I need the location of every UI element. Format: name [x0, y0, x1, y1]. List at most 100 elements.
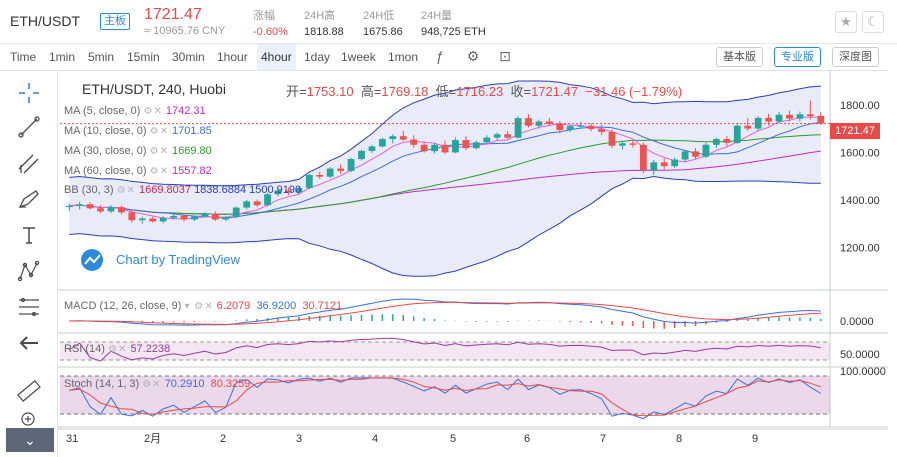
candle	[305, 173, 313, 190]
last-price-tag: 1721.47	[830, 123, 880, 139]
tf-1hour[interactable]: 1hour	[217, 50, 248, 64]
candle	[65, 203, 73, 212]
legend-bb[interactable]: BB (30, 3) ⚙✕ 1669.8037 1838.6884 1500.9…	[64, 183, 301, 198]
zoom-in-icon[interactable]	[14, 409, 44, 437]
candle-body	[128, 212, 136, 221]
candle-body	[817, 115, 825, 124]
trend-line-icon[interactable]	[14, 113, 44, 141]
legend-settings-icon[interactable]: ⚙✕	[149, 146, 169, 157]
candle-body	[149, 218, 157, 222]
candle-body	[191, 216, 198, 220]
macd-signal-line	[69, 301, 821, 325]
legend-settings-icon[interactable]: ⚙✕	[149, 166, 169, 177]
depth-chart-button[interactable]: 深度图	[832, 47, 879, 67]
candle	[556, 120, 564, 134]
candle	[744, 117, 752, 131]
tradingview-badge[interactable]: Chart by TradingView	[72, 246, 254, 274]
candle-body	[577, 125, 585, 127]
ma30-line	[69, 134, 821, 215]
candle-body	[410, 139, 418, 145]
time-tick-label: 4	[372, 433, 378, 445]
crosshair-icon[interactable]	[14, 79, 44, 107]
settings-icon[interactable]: ⚙	[466, 48, 480, 64]
legend-value: 36.9200	[256, 300, 297, 312]
legend-value: 1742.31	[165, 105, 206, 117]
tf-30min[interactable]: 30min	[172, 50, 205, 64]
candle-body	[420, 144, 428, 152]
candle-body	[462, 140, 470, 149]
tf-5min[interactable]: 5min	[88, 50, 115, 64]
candle-body	[285, 190, 292, 193]
close-label: 收=	[510, 84, 532, 99]
indicator-icon[interactable]: ƒ	[436, 48, 444, 64]
candle-body	[545, 121, 553, 124]
tf-time[interactable]: Time	[10, 50, 37, 64]
legend-settings-icon[interactable]: ⚙✕	[149, 126, 169, 137]
candle	[128, 209, 136, 223]
candle	[441, 140, 449, 155]
chart-toolbar: Time 1min 5min 15min 30min 1hour 4hour 1…	[0, 44, 887, 71]
candle	[295, 186, 303, 194]
legend-name: BB (30, 3)	[64, 184, 114, 196]
legend-settings-icon[interactable]: ⚙✕	[142, 379, 162, 390]
legend-value: 1500.9190	[249, 184, 302, 196]
candle-body	[535, 121, 543, 126]
ruler-icon[interactable]	[14, 377, 44, 405]
pattern-icon[interactable]	[14, 257, 44, 285]
tf-1day[interactable]: 1day	[304, 50, 331, 64]
legend-settings-icon[interactable]: ⚙✕	[116, 185, 136, 196]
tf-1week[interactable]: 1week	[341, 50, 376, 64]
candle-body	[629, 143, 637, 145]
legend-ma60[interactable]: MA (60, close, 0) ⚙✕ 1557.82	[64, 164, 212, 179]
board-badge[interactable]: 主板	[100, 13, 130, 30]
legend-settings-icon[interactable]: ⚙✕	[108, 344, 128, 355]
basic-version-button[interactable]: 基本版	[716, 47, 763, 67]
candle	[180, 213, 188, 222]
legend-ma30[interactable]: MA (30, close, 0) ⚙✕ 1669.80	[64, 144, 212, 159]
legend-rsi[interactable]: RSI (14) ⚙✕ 57.2238	[64, 342, 170, 357]
candle	[629, 140, 637, 148]
candle-body	[472, 142, 480, 149]
candle-body	[347, 159, 355, 171]
screenshot-icon[interactable]: ⊡	[499, 48, 511, 64]
text-icon[interactable]	[14, 221, 44, 249]
candle-body	[650, 162, 658, 171]
candle	[410, 135, 418, 148]
low-label: 低=	[435, 84, 457, 99]
legend-macd[interactable]: MACD (12, 26, close, 9) ▾ ⚙✕ 6.2079 36.9…	[64, 299, 342, 314]
candle-body	[639, 144, 647, 171]
candle-body	[713, 139, 720, 145]
candle-body	[483, 137, 491, 143]
collapse-toolbar-icon[interactable]: ⌄	[6, 428, 54, 452]
candle	[754, 116, 762, 131]
parallel-channel-icon[interactable]	[14, 149, 44, 177]
candle	[733, 123, 741, 144]
high-label: 高=	[360, 84, 382, 99]
candle	[639, 142, 647, 174]
tf-15min[interactable]: 15min	[127, 50, 160, 64]
legend-settings-icon[interactable]: ▾ ⚙✕	[184, 301, 214, 312]
legend-stoch[interactable]: Stoch (14, 1, 3) ⚙✕ 70.2910 80.3259	[64, 377, 250, 392]
legend-ma5[interactable]: MA (5, close, 0) ⚙✕ 1742.31	[64, 104, 206, 119]
back-arrow-icon[interactable]	[14, 329, 44, 357]
tf-4hour[interactable]: 4hour	[257, 44, 296, 70]
legend-settings-icon[interactable]: ⚙✕	[143, 106, 163, 117]
candle-body	[452, 140, 459, 153]
candle	[211, 211, 219, 221]
tf-1mon[interactable]: 1mon	[388, 50, 419, 64]
legend-name: RSI (14)	[64, 343, 105, 355]
moon-icon[interactable]: ☾	[862, 11, 884, 33]
candle	[775, 111, 783, 124]
pro-version-button[interactable]: 专业版	[774, 47, 821, 67]
brush-icon[interactable]	[14, 185, 44, 213]
candle-body	[243, 201, 251, 208]
candle	[514, 116, 522, 139]
candle	[723, 136, 731, 147]
candle	[525, 114, 532, 128]
legend-ma10[interactable]: MA (10, close, 0) ⚙✕ 1701.85	[64, 124, 212, 139]
drawing-toolbar: ⌄	[0, 71, 58, 457]
fibonacci-icon[interactable]	[14, 293, 44, 321]
tf-1min[interactable]: 1min	[49, 50, 76, 64]
star-icon[interactable]: ★	[835, 11, 857, 33]
legend-value: 6.2079	[216, 300, 251, 312]
